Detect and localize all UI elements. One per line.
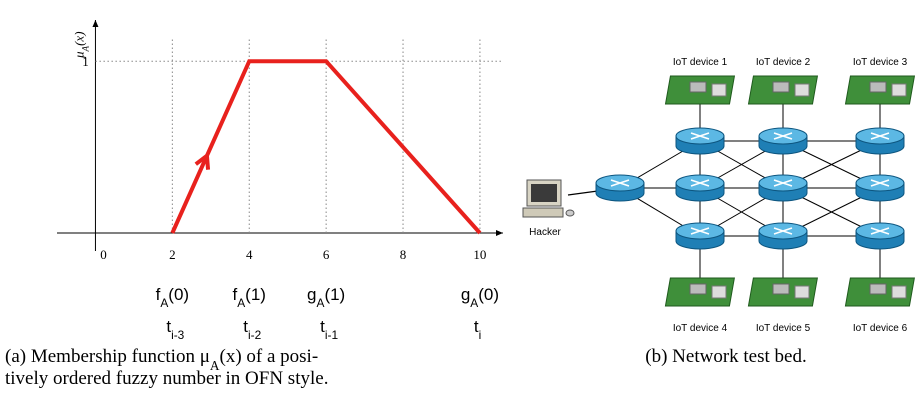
iot-port [892, 286, 906, 298]
caption-a-part: (x) of a posi- [220, 346, 319, 367]
iot-chip [773, 284, 789, 294]
device-label: IoT device 3 [853, 57, 908, 68]
point-label-part: g [307, 285, 316, 304]
x-tick-label: 2 [169, 247, 176, 262]
device-label: IoT device 6 [853, 323, 908, 334]
point-time: ti-2 [243, 317, 261, 342]
device-label: IoT device 1 [673, 57, 728, 68]
figure: Hacker (b) Network test bed. 02468101μA(… [0, 0, 924, 406]
point-label-part: A [470, 296, 478, 310]
iot-chip [690, 284, 706, 294]
x-tick-label: 8 [400, 247, 407, 262]
iot-port [712, 84, 726, 96]
point-label-part: (1) [245, 285, 266, 304]
point-time-part: i-3 [171, 328, 185, 342]
caption-a-part: tively ordered fuzzy number in OFN style… [5, 368, 328, 389]
x-tick-label: 6 [323, 247, 330, 262]
iot-port [892, 84, 906, 96]
iot-chip [690, 82, 706, 92]
point-label-part: (0) [478, 285, 499, 304]
caption-a-part: (a) Membership function [5, 346, 200, 367]
point-label-part: A [317, 296, 325, 310]
point-label: gA(0) [461, 285, 499, 310]
point-label-part: (0) [168, 285, 189, 304]
network-diagram [523, 76, 914, 306]
screen [531, 184, 557, 202]
x-tick-label: 4 [246, 247, 253, 262]
caption-b: (b) Network test bed. [645, 346, 806, 367]
point-label-part: A [237, 296, 245, 310]
point-time-part: i [479, 328, 482, 342]
x-tick-label: 0 [100, 247, 107, 262]
x-tick-label: 10 [473, 247, 486, 262]
iot-chip [870, 82, 886, 92]
device-label: IoT device 2 [756, 57, 811, 68]
iot-chip [773, 82, 789, 92]
iot-port [795, 286, 809, 298]
point-label: gA(1) [307, 285, 345, 310]
device-label: IoT device 4 [673, 323, 728, 334]
point-label: fA(0) [156, 285, 189, 310]
caption-a-part: μ [200, 346, 210, 367]
membership-line [172, 61, 480, 233]
point-time: ti-3 [166, 317, 184, 342]
hacker-label: Hacker [529, 227, 561, 238]
y-axis-label-part: (x) [71, 31, 86, 45]
iot-port [795, 84, 809, 96]
point-time: ti [474, 317, 481, 342]
point-label: fA(1) [233, 285, 266, 310]
caption-a: tively ordered fuzzy number in OFN style… [5, 368, 328, 389]
mouse [566, 210, 574, 216]
computer-base [523, 208, 563, 217]
point-label-part: (1) [324, 285, 345, 304]
point-time-part: i-1 [325, 328, 339, 342]
point-label-part: A [160, 296, 168, 310]
point-time-part: i-2 [248, 328, 262, 342]
point-time: ti-1 [320, 317, 338, 342]
device-label: IoT device 5 [756, 323, 811, 334]
iot-chip [870, 284, 886, 294]
point-label-part: g [461, 285, 470, 304]
iot-port [712, 286, 726, 298]
